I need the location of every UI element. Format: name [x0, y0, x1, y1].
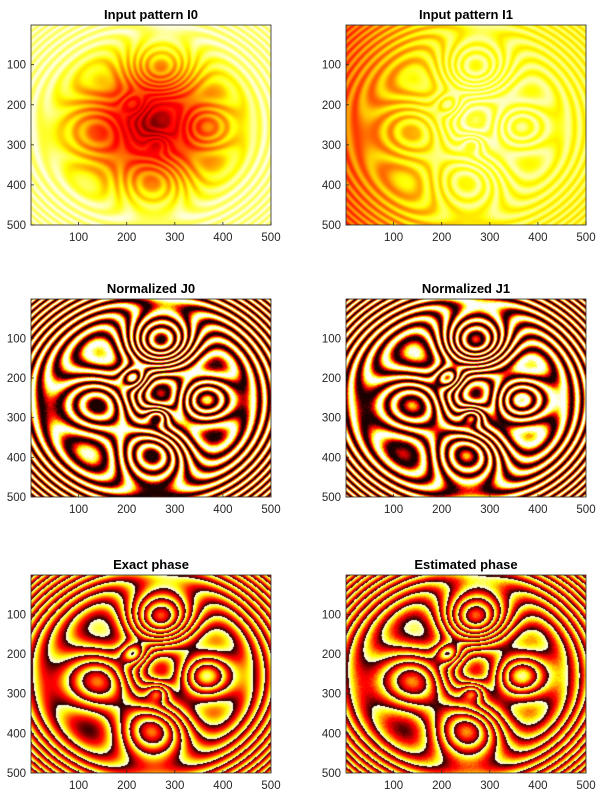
axes-box [30, 298, 272, 498]
x-tick-label: 500 [576, 780, 595, 792]
x-tick-label: 500 [261, 232, 280, 244]
subplot-title: Exact phase [113, 557, 189, 572]
x-tick-label: 100 [69, 232, 88, 244]
y-tick-label: 400 [7, 452, 26, 464]
x-tick-label: 500 [576, 232, 595, 244]
y-tick-label: 400 [7, 728, 26, 740]
x-tick-label: 400 [213, 780, 232, 792]
y-tick-label: 100 [322, 60, 341, 72]
subplot-title: Estimated phase [414, 557, 517, 572]
subplot-4: Normalized J1 100 200 300 400 500 100 200 300 400… [322, 281, 596, 516]
y-tick-label: 200 [322, 373, 341, 385]
subplot-6: Estimated phase 100 200 300 400 500 100 200 300 4… [322, 557, 596, 792]
heatmap-image [346, 575, 586, 773]
axes-box [30, 24, 272, 226]
x-tick-label: 400 [528, 232, 547, 244]
x-tick-label: 300 [165, 504, 184, 516]
x-tick-label: 100 [384, 232, 403, 244]
y-tick-label: 500 [322, 492, 341, 504]
y-tick-label: 300 [7, 140, 26, 152]
x-tick-label: 300 [480, 780, 499, 792]
heatmap-image [346, 299, 586, 497]
heatmap-image [31, 299, 271, 497]
y-tick-label: 100 [7, 333, 26, 345]
y-tick-label: 300 [322, 413, 341, 425]
y-tick-label: 500 [7, 768, 26, 780]
y-tick-label: 100 [322, 333, 341, 345]
x-tick-label: 400 [528, 780, 547, 792]
subplot-1: Input pattern I0 100 200 300 400 500 100 200 300… [7, 7, 281, 244]
x-tick-label: 500 [576, 504, 595, 516]
y-tick-label: 300 [7, 413, 26, 425]
y-tick-label: 500 [7, 492, 26, 504]
x-tick-label: 100 [69, 780, 88, 792]
x-tick-label: 300 [165, 780, 184, 792]
subplot-2: Input pattern I1 100 200 300 400 500 100 200 300… [322, 7, 596, 244]
y-tick-label: 400 [322, 180, 341, 192]
x-tick-label: 500 [261, 780, 280, 792]
y-tick-label: 200 [7, 649, 26, 661]
x-tick-label: 200 [117, 504, 136, 516]
x-tick-label: 500 [261, 504, 280, 516]
x-tick-label: 400 [213, 232, 232, 244]
axes-box [345, 574, 587, 774]
heatmap-image [346, 25, 586, 225]
axes-box [345, 24, 587, 226]
x-tick-label: 100 [384, 780, 403, 792]
x-tick-label: 200 [117, 232, 136, 244]
y-tick-label: 300 [7, 689, 26, 701]
subplot-title: Normalized J0 [107, 281, 195, 296]
subplot-title: Input pattern I1 [419, 7, 513, 22]
subplot-5: Exact phase 100 200 300 400 500 100 200 300 400 50… [7, 557, 281, 792]
y-tick-label: 100 [322, 609, 341, 621]
axes-box [30, 574, 272, 774]
x-tick-label: 200 [432, 504, 451, 516]
x-tick-label: 300 [480, 504, 499, 516]
subplot-3: Normalized J0 100 200 300 400 500 100 200 300 400… [7, 281, 281, 516]
y-tick-label: 400 [7, 180, 26, 192]
x-tick-label: 400 [213, 504, 232, 516]
y-tick-label: 300 [322, 689, 341, 701]
y-tick-label: 400 [322, 452, 341, 464]
y-tick-label: 100 [7, 60, 26, 72]
y-tick-label: 200 [7, 373, 26, 385]
y-tick-label: 500 [7, 220, 26, 232]
x-tick-label: 200 [432, 232, 451, 244]
y-tick-label: 300 [322, 140, 341, 152]
heatmap-image [31, 25, 271, 225]
x-tick-label: 300 [165, 232, 184, 244]
subplot-title: Normalized J1 [422, 281, 510, 296]
y-tick-label: 500 [322, 220, 341, 232]
x-tick-label: 400 [528, 504, 547, 516]
y-tick-label: 500 [322, 768, 341, 780]
y-tick-label: 400 [322, 728, 341, 740]
x-tick-label: 200 [117, 780, 136, 792]
y-tick-label: 200 [7, 100, 26, 112]
x-tick-label: 100 [69, 504, 88, 516]
y-tick-label: 100 [7, 609, 26, 621]
x-tick-label: 100 [384, 504, 403, 516]
heatmap-image [31, 575, 271, 773]
x-tick-label: 200 [432, 780, 451, 792]
y-tick-label: 200 [322, 100, 341, 112]
axes-box [345, 298, 587, 498]
x-tick-label: 300 [480, 232, 499, 244]
subplot-title: Input pattern I0 [104, 7, 198, 22]
y-tick-label: 200 [322, 649, 341, 661]
